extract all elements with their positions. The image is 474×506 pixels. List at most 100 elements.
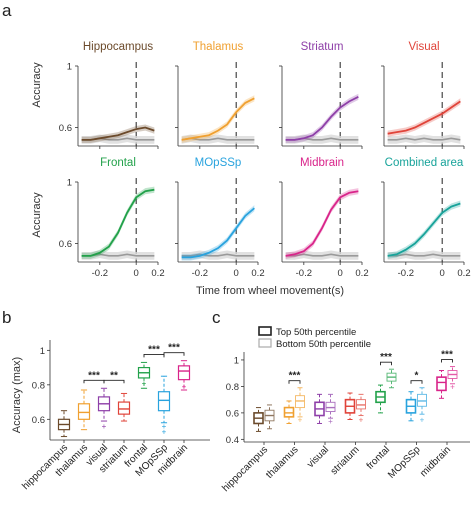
subplot-hippocampus: Hippocampus 0.6 1	[59, 41, 159, 149]
legend-label-top: Top 50th percentile	[276, 327, 356, 338]
x-tick-label: 0	[440, 268, 445, 279]
subplot-title: Hippocampus	[83, 41, 154, 53]
box-pair-hippocampus	[253, 404, 275, 432]
box	[436, 376, 447, 392]
y-tick-label: 0.8	[226, 382, 239, 393]
panel-c-legend: Top 50th percentile Bottom 50th percenti…	[258, 326, 371, 350]
significance-label: *	[415, 371, 419, 382]
y-tick-label: 1	[67, 62, 72, 73]
subplot-title: Thalamus	[193, 41, 244, 53]
outlier-marker: +	[359, 416, 364, 425]
x-tick-label: -0.2	[296, 268, 312, 279]
significance-bracket	[143, 353, 165, 358]
legend-swatch-bottom	[258, 338, 272, 348]
outlier-marker: +	[162, 422, 167, 431]
x-tick-label: 0.2	[151, 268, 164, 279]
subplot-mopssp: MOpSSp -0.2 0 0.2	[175, 157, 265, 279]
x-tick-label: 0.2	[251, 268, 264, 279]
panel-b-ylabel: Accuracy (max)	[11, 357, 23, 433]
significance-bracket	[380, 361, 392, 366]
box-pair-visual: +	[314, 393, 336, 426]
y-tick-label: 1	[67, 178, 72, 189]
subplot-title: Midbrain	[300, 157, 344, 169]
outlier-marker: +	[298, 416, 303, 425]
y-tick-label: 0.6	[59, 239, 72, 250]
legend-swatch-top	[258, 326, 272, 336]
box-striatum	[117, 392, 131, 422]
box-visual: +	[97, 387, 111, 431]
accuracy-line	[387, 100, 461, 135]
subplot-title: Combined area	[385, 157, 464, 169]
category-label: frontal	[365, 444, 392, 471]
subplot-striatum: Striatum	[279, 41, 363, 149]
y-tick-label: 1	[40, 346, 45, 357]
outlier-marker: +	[450, 382, 455, 391]
subplot-title: Frontal	[100, 157, 136, 169]
subplot-visual: Visual	[381, 41, 465, 149]
accuracy-band	[81, 186, 155, 259]
outlier-marker: +	[102, 422, 107, 431]
accuracy-band	[285, 93, 359, 143]
subplot-thalamus: Thalamus	[175, 41, 259, 149]
y-tick-label: 1	[234, 355, 239, 366]
y-tick-label: 0.6	[32, 415, 45, 426]
accuracy-line	[81, 126, 155, 141]
chance-line	[387, 137, 461, 141]
y-tick-label: 0.4	[226, 435, 239, 446]
outlier-marker: +	[328, 417, 333, 426]
chance-line	[181, 253, 255, 257]
panel-c-boxplot: 0.4 0.6 0.8 1 hippocampus + thalamus + visual + st…	[220, 350, 470, 494]
outlier-marker: +	[162, 427, 167, 436]
significance-label: ***	[289, 371, 301, 382]
panel-label-b: b	[2, 308, 11, 327]
subplot-title: Visual	[408, 41, 439, 53]
significance-label: **	[110, 370, 118, 381]
subplot-title: MOpSSp	[195, 157, 242, 169]
significance-bracket	[288, 380, 301, 384]
box-thalamus	[77, 389, 91, 431]
y-tick-label: 0.6	[59, 123, 72, 134]
box	[77, 403, 91, 420]
x-tick-label: 0.2	[457, 268, 470, 279]
chance-line	[387, 253, 461, 257]
x-tick-label: -0.2	[192, 268, 208, 279]
accuracy-line	[285, 190, 359, 257]
panel-label-a: a	[2, 1, 12, 20]
category-label: MOpSSp	[386, 444, 423, 481]
outlier-marker: +	[182, 383, 187, 392]
subplot-frontal: Frontal 0.6 1 -0.2 0 0.2	[59, 157, 165, 279]
chance-line	[181, 137, 255, 141]
box-frontal: +	[137, 361, 151, 389]
x-tick-label: 0.2	[355, 268, 368, 279]
significance-bracket	[163, 352, 185, 356]
box-midbrain: +	[177, 360, 191, 392]
box	[117, 401, 131, 415]
subplot-title: Striatum	[301, 41, 344, 53]
accuracy-line	[181, 97, 255, 141]
panel-a-xlabel: Time from wheel movement(s)	[196, 285, 344, 297]
significance-label: ***	[88, 370, 100, 381]
significance-label: ***	[148, 344, 160, 355]
box-hippocampus	[57, 410, 71, 438]
x-tick-label: 0	[234, 268, 239, 279]
panel-label-c: c	[212, 308, 221, 327]
legend-label-bottom: Bottom 50th percentile	[276, 339, 371, 350]
y-tick-label: 0.8	[32, 380, 45, 391]
category-label: hippocampus	[220, 444, 270, 494]
significance-bracket	[103, 379, 125, 384]
accuracy-band	[181, 205, 255, 261]
subplot-midbrain: Midbrain -0.2 0 0.2	[279, 157, 369, 279]
category-label: visual	[305, 444, 331, 470]
box-pair-mopssp: +	[405, 387, 427, 425]
x-tick-label: 0	[338, 268, 343, 279]
accuracy-band	[285, 188, 359, 259]
box	[157, 391, 171, 412]
panel-a-subplots: Hippocampus 0.6 1 Thalamus Striatum Visual Fro…	[59, 41, 471, 279]
significance-bracket	[410, 380, 423, 384]
subplot-combined-area: Combined area -0.2 0 0.2	[381, 157, 471, 279]
accuracy-line	[181, 207, 255, 259]
significance-label: ***	[168, 343, 180, 354]
chance-line	[285, 253, 359, 257]
box-pair-striatum: +	[344, 392, 366, 425]
